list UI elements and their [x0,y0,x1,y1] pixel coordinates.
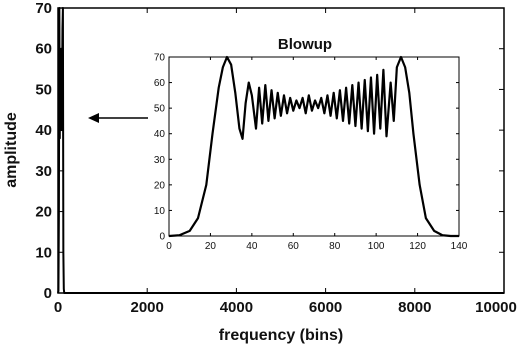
main-y-tick-label: 0 [44,285,52,302]
inset-y-tick-label: 50 [154,104,166,115]
main-y-tick-label: 40 [35,122,52,139]
inset-x-tick-label: 40 [246,241,258,252]
main-y-tick-label: 70 [35,0,52,17]
main-y-tick-label: 20 [35,204,52,221]
main-x-tick-label: 0 [54,299,62,316]
inset-plot-frame [168,56,460,237]
inset-y-tick-label: 20 [154,180,166,191]
inset-x-tick-label: 60 [288,241,300,252]
inset-x-tick-label: 100 [368,241,385,252]
inset-y-tick-label: 60 [154,78,166,89]
inset-background [148,29,494,258]
blowup-arrow [88,113,148,123]
main-x-tick-label: 2000 [131,299,164,316]
main-y-tick-label: 50 [35,81,52,98]
inset-tick-labels: 0 20 40 60 80 100 120 140 0 10 20 30 40 50 60 70 [154,53,468,253]
main-y-tick-label: 60 [35,41,52,58]
inset-y-tick-label: 30 [154,155,166,166]
inset-x-tick-label: 140 [451,241,468,252]
main-x-tick-label: 4000 [220,299,253,316]
inset-x-tick-label: 0 [166,241,172,252]
x-axis-label: frequency (bins) [219,327,343,344]
main-y-tick-label: 10 [35,244,52,261]
inset-title: Blowup [278,36,332,53]
main-series-line [57,7,504,294]
inset-y-tick-label: 10 [154,206,166,217]
inset-y-tick-label: 40 [154,129,166,140]
main-x-tick-label: 10000 [475,299,517,316]
blowup-arrow-head [88,113,99,123]
main-y-tick-label: 30 [35,163,52,180]
inset-y-tick-label: 0 [159,232,165,243]
inset-x-tick-label: 80 [329,241,341,252]
y-axis-label: amplitude [3,112,20,188]
inset-x-tick-label: 20 [205,241,217,252]
main-x-tick-label: 8000 [398,299,431,316]
inset-y-tick-label: 70 [154,53,166,64]
inset-series-line [168,55,459,238]
main-x-tick-label: 6000 [309,299,342,316]
inset-x-tick-label: 120 [409,241,426,252]
